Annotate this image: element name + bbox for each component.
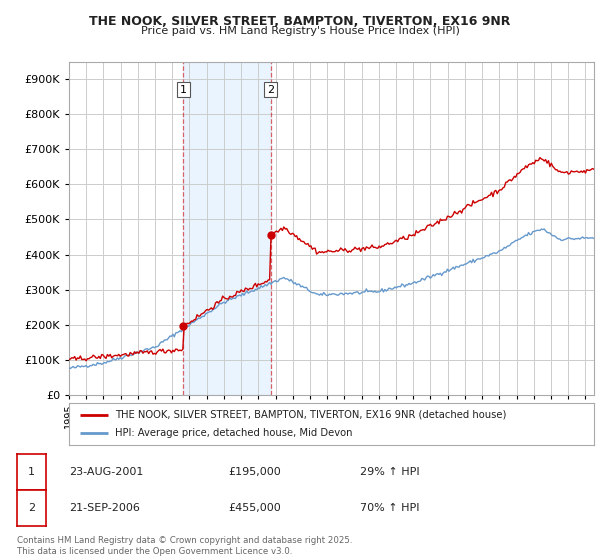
Text: £455,000: £455,000	[228, 503, 281, 513]
Text: THE NOOK, SILVER STREET, BAMPTON, TIVERTON, EX16 9NR: THE NOOK, SILVER STREET, BAMPTON, TIVERT…	[89, 15, 511, 28]
Text: 1: 1	[180, 85, 187, 95]
Text: 29% ↑ HPI: 29% ↑ HPI	[360, 467, 419, 477]
Text: £195,000: £195,000	[228, 467, 281, 477]
Text: Price paid vs. HM Land Registry's House Price Index (HPI): Price paid vs. HM Land Registry's House …	[140, 26, 460, 36]
Text: 21-SEP-2006: 21-SEP-2006	[69, 503, 140, 513]
Text: THE NOOK, SILVER STREET, BAMPTON, TIVERTON, EX16 9NR (detached house): THE NOOK, SILVER STREET, BAMPTON, TIVERT…	[115, 410, 506, 420]
Text: Contains HM Land Registry data © Crown copyright and database right 2025.
This d: Contains HM Land Registry data © Crown c…	[17, 536, 352, 556]
Text: 23-AUG-2001: 23-AUG-2001	[69, 467, 143, 477]
Text: 2: 2	[267, 85, 274, 95]
Text: 2: 2	[28, 503, 35, 513]
Text: 1: 1	[28, 467, 35, 477]
Bar	[183, 62, 271, 395]
Text: 70% ↑ HPI: 70% ↑ HPI	[360, 503, 419, 513]
Text: HPI: Average price, detached house, Mid Devon: HPI: Average price, detached house, Mid …	[115, 428, 353, 438]
